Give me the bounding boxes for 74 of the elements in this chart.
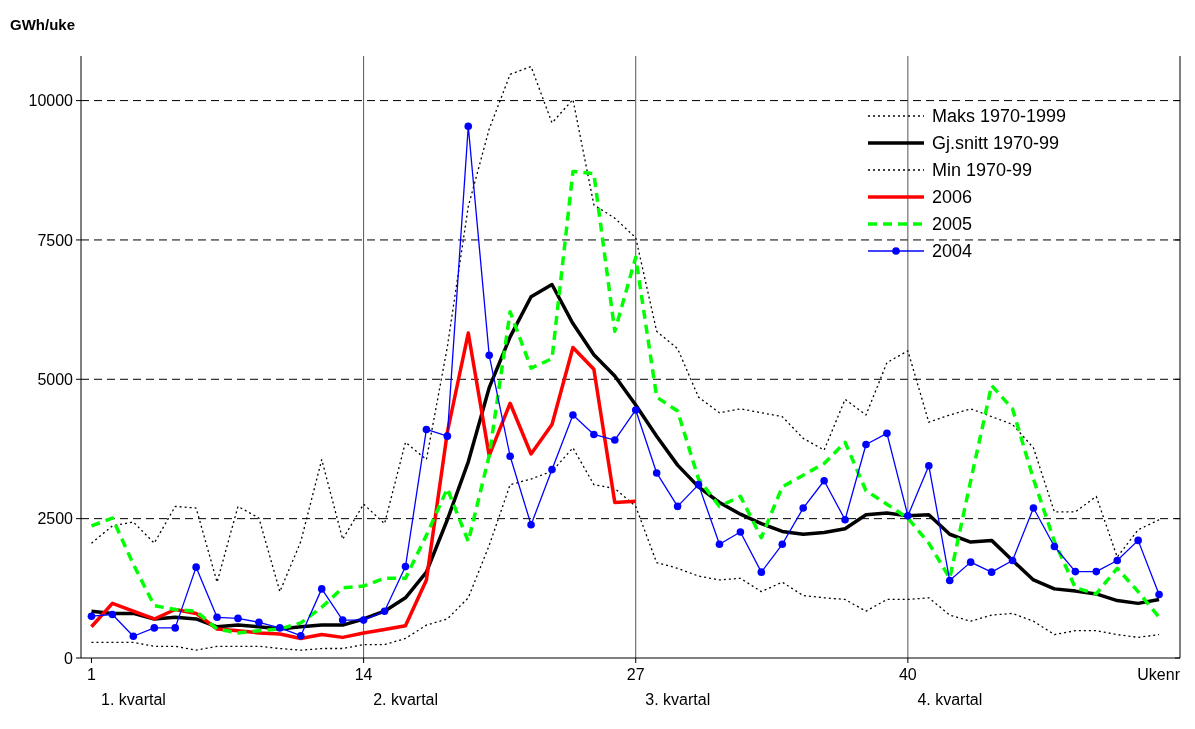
point — [820, 476, 828, 485]
point — [150, 624, 159, 632]
point — [883, 429, 891, 438]
y-tick-label: 10000 — [28, 92, 74, 110]
point — [778, 540, 787, 549]
x-tick-label: 14 — [354, 666, 373, 683]
point — [799, 504, 807, 512]
point — [590, 430, 598, 439]
point — [652, 469, 661, 477]
point — [506, 452, 514, 461]
point — [129, 632, 138, 641]
point — [757, 568, 766, 576]
point — [715, 540, 724, 549]
point — [611, 436, 619, 444]
point — [673, 502, 682, 511]
point — [1029, 504, 1038, 512]
point — [192, 563, 200, 571]
legend-label: Maks 1970-1999 — [932, 106, 1067, 127]
point — [925, 461, 933, 470]
point — [317, 585, 326, 593]
point — [945, 576, 954, 585]
text: 2. kvartal — [373, 691, 439, 708]
point — [297, 631, 305, 640]
point — [1050, 542, 1059, 551]
y-axis-title: GWh/uke — [10, 16, 76, 33]
point — [213, 613, 221, 622]
point — [966, 558, 975, 566]
point — [904, 512, 912, 520]
point — [631, 406, 640, 414]
x-tick-label: 27 — [626, 666, 645, 683]
x-tick-label: 40 — [898, 666, 917, 683]
y-tick-label: 0 — [64, 649, 74, 667]
point — [276, 624, 284, 632]
legend-label: Min 1970-99 — [932, 160, 1033, 181]
point — [841, 515, 849, 524]
point — [694, 480, 703, 489]
y-tick-label: 5000 — [37, 370, 74, 388]
point — [359, 616, 368, 624]
point — [1008, 556, 1017, 565]
point — [1155, 590, 1163, 599]
point — [862, 440, 870, 449]
point — [234, 614, 242, 623]
point — [1071, 567, 1080, 576]
legend-label: 2004 — [932, 241, 973, 262]
x-axis-title: Ukenr — [1137, 666, 1181, 683]
point — [171, 624, 179, 632]
point — [1113, 556, 1121, 565]
point — [464, 122, 473, 131]
point — [569, 411, 577, 419]
legend-label: 2005 — [932, 214, 973, 235]
point — [485, 351, 493, 360]
point — [548, 465, 556, 474]
line-series — [89, 331, 638, 641]
point — [736, 528, 745, 536]
text: 1. kvartal — [101, 691, 166, 708]
point — [1092, 567, 1101, 576]
legend-label: 2006 — [932, 187, 973, 208]
point — [401, 562, 410, 571]
point — [255, 618, 263, 627]
point — [443, 432, 452, 440]
point — [338, 616, 347, 624]
legend-label: Gj.snitt 1970-99 — [932, 133, 1060, 154]
point — [87, 612, 96, 620]
text: 4. kvartal — [917, 691, 983, 708]
text: 3. kvartal — [645, 691, 711, 708]
y-tick-label: 2500 — [37, 510, 74, 528]
point — [1134, 536, 1142, 545]
point — [108, 610, 117, 619]
point — [380, 607, 389, 615]
point — [422, 425, 431, 434]
point — [527, 520, 535, 529]
point — [987, 568, 996, 576]
y-tick-label: 7500 — [37, 231, 74, 249]
x-tick-label: 1 — [87, 666, 97, 683]
